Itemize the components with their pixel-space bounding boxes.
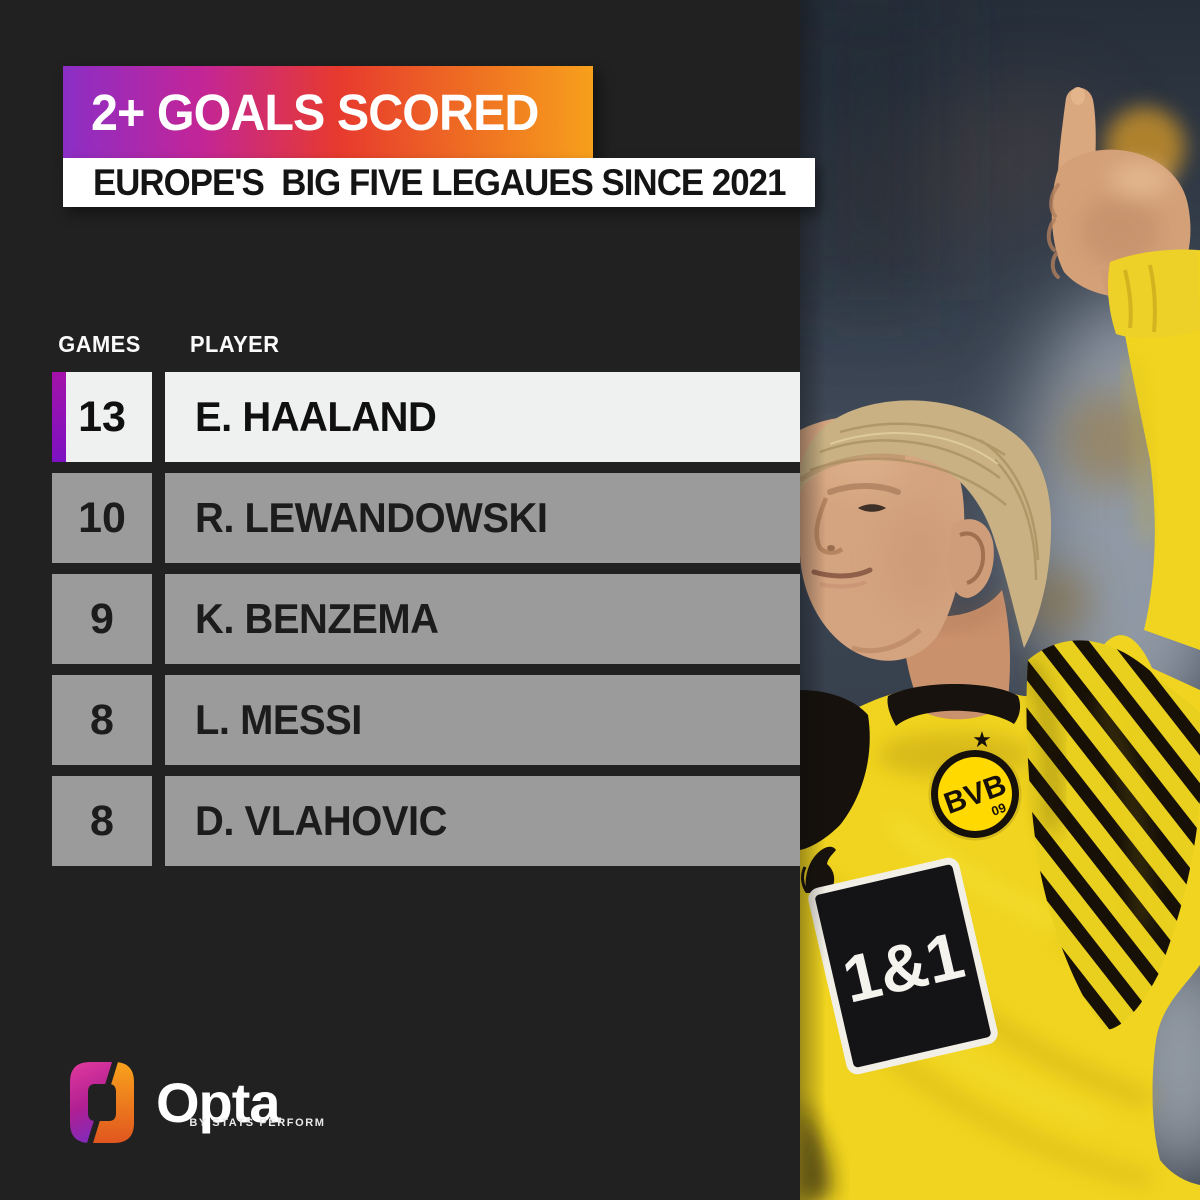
brand-footer: Opta BY STATS PERFORM (70, 1062, 324, 1143)
games-cell: 13 (52, 372, 152, 462)
eye (858, 504, 886, 512)
table-row: 8 L. MESSI (52, 675, 800, 765)
player-cell: D. VLAHOVIC (165, 776, 800, 866)
bvb-badge: BVB 09 (928, 747, 1022, 841)
player-cell: K. BENZEMA (165, 574, 800, 664)
player-cell: L. MESSI (165, 675, 800, 765)
highlight-bar (52, 372, 66, 462)
player-cell: E. HAALAND (165, 372, 800, 462)
column-header-games: GAMES (58, 331, 141, 357)
games-cell: 8 (52, 776, 152, 866)
raised-arm-sleeve (1108, 249, 1200, 650)
brand-name: Opta (156, 1071, 281, 1134)
games-cell: 8 (52, 675, 152, 765)
games-value: 8 (90, 695, 114, 744)
page-subtitle: EUROPE'S BIG FIVE LEGAUES SINCE 2021 (93, 161, 786, 203)
player-cell: R. LEWANDOWSKI (165, 473, 800, 563)
table-header: GAMES PLAYER (52, 331, 800, 358)
title-banner: 2+ GOALS SCORED (63, 66, 593, 158)
games-cell: 10 (52, 473, 152, 563)
column-header-player: PLAYER (190, 331, 280, 357)
badge-number: 09 (989, 800, 1008, 819)
player-photo: BVB 09 ★ 1&1 (800, 0, 1200, 1200)
stats-table: GAMES PLAYER 13 E. HAALAND 10 R. LEWANDO… (52, 331, 800, 877)
ear (948, 519, 994, 598)
striped-sleeve-panel (1023, 640, 1200, 1030)
games-value: 13 (78, 392, 126, 441)
table-row: 13 E. HAALAND (52, 372, 800, 462)
player-name: R. LEWANDOWSKI (195, 494, 548, 541)
games-value: 9 (90, 594, 114, 643)
opta-logo-icon (70, 1062, 134, 1143)
brow (827, 483, 901, 495)
player-name: E. HAALAND (195, 393, 437, 440)
subtitle-banner: EUROPE'S BIG FIVE LEGAUES SINCE 2021 (63, 158, 815, 207)
player-name: D. VLAHOVIC (195, 797, 447, 844)
games-value: 8 (90, 796, 114, 845)
player-name: K. BENZEMA (195, 595, 439, 642)
player-head (800, 400, 1052, 661)
table-row: 8 D. VLAHOVIC (52, 776, 800, 866)
table-rows: 13 E. HAALAND 10 R. LEWANDOWSKI 9 K. BEN… (52, 372, 800, 866)
hair (800, 400, 1052, 648)
games-value: 10 (78, 493, 126, 542)
table-row: 9 K. BENZEMA (52, 574, 800, 664)
games-cell: 9 (52, 574, 152, 664)
player-name: L. MESSI (195, 696, 362, 743)
table-row: 10 R. LEWANDOWSKI (52, 473, 800, 563)
jersey-sponsor: 1&1 (808, 857, 998, 1075)
brand-wordmark: Opta BY STATS PERFORM (156, 1070, 324, 1135)
page-title: 2+ GOALS SCORED (91, 83, 539, 141)
brand-subtitle: BY STATS PERFORM (189, 1117, 326, 1129)
badge-star-icon: ★ (972, 727, 992, 752)
jersey-collar (887, 684, 1021, 726)
player-photo-art: BVB 09 ★ 1&1 (800, 0, 1200, 1200)
